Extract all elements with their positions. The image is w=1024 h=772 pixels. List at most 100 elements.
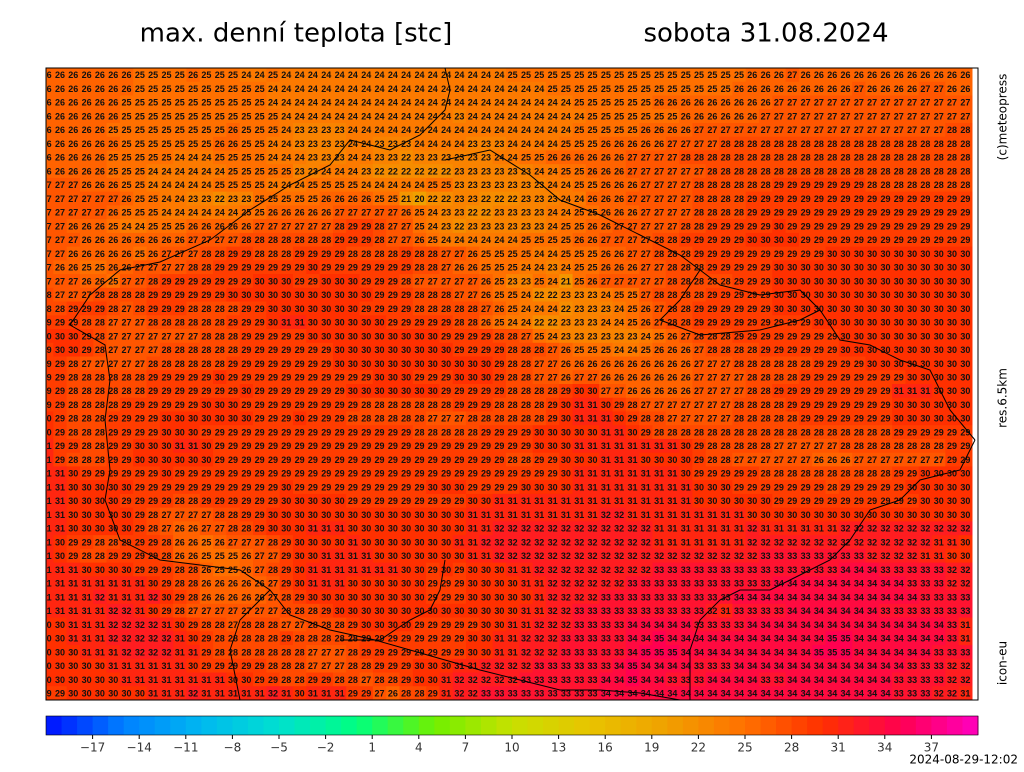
cell-value: 25 <box>255 98 265 108</box>
cell-value: 27 <box>215 524 225 534</box>
cell-value: 30 <box>947 331 957 341</box>
cell-value: 30 <box>55 345 65 355</box>
cell-value: 28 <box>681 318 691 328</box>
cell-value: 30 <box>841 304 851 314</box>
cell-value: 25 <box>508 70 518 80</box>
grid-cell <box>865 81 880 96</box>
grid-cell <box>412 109 427 124</box>
cell-value: 29 <box>894 194 904 204</box>
cell-value: 29 <box>135 551 145 561</box>
cell-value: 27 <box>361 208 371 218</box>
cell-value: 31 <box>667 441 677 451</box>
grid-cell <box>878 122 893 138</box>
cell-value: 24 <box>414 111 424 121</box>
cell-value: 28 <box>721 166 731 176</box>
cell-value: 22 <box>375 166 385 176</box>
cell-value: 31 <box>627 482 637 492</box>
cell-value: 29 <box>281 345 291 355</box>
cell-value: 29 <box>361 221 371 231</box>
cell-value: 28 <box>508 345 518 355</box>
grid-cell <box>359 81 374 96</box>
cell-value: 28 <box>774 166 784 176</box>
cell-value: 30 <box>321 331 331 341</box>
cell-value: 23 <box>574 290 584 300</box>
grid-cell <box>226 109 241 124</box>
cell-value: 30 <box>947 345 957 355</box>
cell-value: 28 <box>827 482 837 492</box>
cell-value: 31 <box>601 482 611 492</box>
cell-value: 29 <box>641 427 651 437</box>
cell-value: 24 <box>521 318 531 328</box>
cell-value: 26 <box>614 359 624 369</box>
cell-value: 30 <box>947 276 957 286</box>
cell-value: 30 <box>534 482 544 492</box>
cell-value: 25 <box>667 111 677 121</box>
grid-cell <box>585 109 600 124</box>
cell-value: 30 <box>841 318 851 328</box>
cell-value: 27 <box>42 249 52 259</box>
cell-value: 29 <box>281 414 291 424</box>
grid-cell <box>812 68 827 83</box>
cell-value: 28 <box>508 386 518 396</box>
cell-value: 29 <box>774 331 784 341</box>
cell-value: 24 <box>348 70 358 80</box>
cell-value: 23 <box>521 276 531 286</box>
grid-cell <box>585 68 600 83</box>
cell-value: 31 <box>588 469 598 479</box>
cell-value: 29 <box>228 441 238 451</box>
cell-value: 29 <box>774 194 784 204</box>
cell-value: 29 <box>814 194 824 204</box>
cell-value: 28 <box>707 331 717 341</box>
cell-value: 24 <box>308 98 318 108</box>
grid-cell <box>532 95 547 110</box>
cell-value: 26 <box>414 235 424 245</box>
cell-value: 28 <box>841 166 851 176</box>
cell-value: 25 <box>667 70 677 80</box>
cell-value: 23 <box>481 166 491 176</box>
cell-value: 26 <box>614 263 624 273</box>
cell-value: 29 <box>308 359 318 369</box>
cell-value: 29 <box>787 180 797 190</box>
cell-value: 25 <box>654 70 664 80</box>
cell-value: 26 <box>601 249 611 259</box>
grid-cell <box>412 81 427 96</box>
grid-cell <box>492 95 507 110</box>
cell-value: 29 <box>122 414 132 424</box>
grid-cell <box>532 122 547 138</box>
cell-value: 27 <box>68 235 78 245</box>
grid-cell <box>66 109 81 124</box>
cell-value: 28 <box>508 331 518 341</box>
cell-value: 30 <box>228 290 238 300</box>
cell-value: 29 <box>454 386 464 396</box>
cell-value: 27 <box>694 345 704 355</box>
cell-value: 30 <box>774 304 784 314</box>
cell-value: 30 <box>321 537 331 547</box>
cell-value: 29 <box>734 290 744 300</box>
cell-value: 24 <box>428 98 438 108</box>
cell-value: 23 <box>441 208 451 218</box>
cell-value: 24 <box>388 98 398 108</box>
cell-value: 26 <box>188 221 198 231</box>
cell-value: 31 <box>281 318 291 328</box>
cell-value: 26 <box>95 98 105 108</box>
cell-value: 27 <box>68 208 78 218</box>
cell-value: 30 <box>335 290 345 300</box>
cell-value: 25 <box>135 139 145 149</box>
cell-value: 28 <box>335 221 345 231</box>
cell-value: 27 <box>601 235 611 245</box>
cell-value: 26 <box>574 153 584 163</box>
cell-value: 25 <box>161 70 171 80</box>
cell-value: 26 <box>42 153 52 163</box>
cell-value: 30 <box>707 482 717 492</box>
cell-value: 29 <box>255 345 265 355</box>
cell-value: 29 <box>894 482 904 492</box>
cell-value: 27 <box>734 373 744 383</box>
cell-value: 29 <box>548 455 558 465</box>
cell-value: 29 <box>161 373 171 383</box>
cell-value: 29 <box>867 221 877 231</box>
cell-value: 26 <box>694 98 704 108</box>
cell-value: 28 <box>215 345 225 355</box>
cell-value: 27 <box>734 125 744 135</box>
cell-value: 27 <box>694 166 704 176</box>
cell-value: 26 <box>108 98 118 108</box>
